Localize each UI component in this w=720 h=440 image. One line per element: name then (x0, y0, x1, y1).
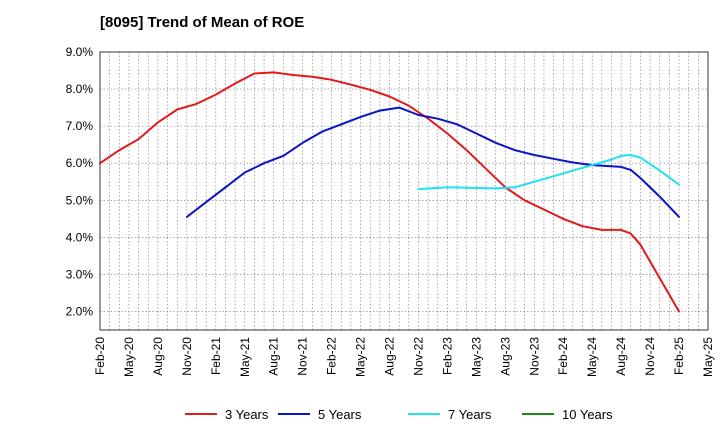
series-line-5-years (185, 106, 680, 218)
legend-label: 7 Years (448, 407, 492, 422)
x-tick-label: Nov-24 (643, 337, 657, 376)
y-tick-label: 5.0% (66, 193, 94, 207)
series-line-7-years (417, 154, 680, 191)
series-layer (99, 71, 680, 313)
plot-area-border (99, 51, 709, 331)
chart-title: [8095] Trend of Mean of ROE (100, 14, 305, 31)
x-tick-label: Feb-22 (325, 337, 339, 375)
legend-label: 3 Years (225, 407, 269, 422)
series-line-3-years (99, 71, 680, 313)
x-tick-label: Feb-23 (440, 337, 454, 375)
y-tick-label: 3.0% (66, 267, 94, 281)
axis-layer: 9.0% 8.0% 7.0% 6.0% 5.0% 4.0% 3.0% 2.0% Feb-20 Ma… (66, 45, 715, 377)
legend-label: 10 Years (562, 407, 613, 422)
x-tick-label: Feb-20 (93, 337, 107, 375)
x-tick-label: Aug-23 (498, 337, 512, 376)
y-tick-label: 2.0% (66, 304, 94, 318)
x-tick-label: Aug-21 (267, 337, 281, 376)
x-tick-label: May-25 (701, 337, 715, 377)
x-tick-label: Nov-21 (296, 337, 310, 376)
x-tick-label: Feb-25 (672, 337, 686, 375)
x-tick-label: Aug-20 (151, 337, 165, 376)
y-tick-label: 6.0% (66, 156, 94, 170)
x-tick-label: May-20 (122, 337, 136, 377)
y-tick-label: 4.0% (66, 230, 94, 244)
x-tick-label: May-23 (469, 337, 483, 377)
x-tick-label: Feb-24 (556, 337, 570, 375)
legend-label: 5 Years (318, 407, 362, 422)
x-tick-label: May-24 (585, 337, 599, 377)
y-tick-label: 8.0% (66, 82, 94, 96)
x-tick-label: Nov-22 (411, 337, 425, 376)
x-tick-label: Aug-24 (614, 337, 628, 376)
y-tick-label: 7.0% (66, 119, 94, 133)
x-tick-label: Nov-20 (180, 337, 194, 376)
x-tick-label: Feb-21 (209, 337, 223, 375)
y-tick-label: 9.0% (66, 45, 94, 59)
legend-layer: 3 Years 5 Years 7 Years 10 Years (185, 407, 613, 422)
x-tick-label: May-22 (354, 337, 368, 377)
x-tick-label: Nov-23 (527, 337, 541, 376)
grid-layer (100, 51, 708, 330)
x-tick-label: Aug-22 (383, 337, 397, 376)
x-tick-label: May-21 (238, 337, 252, 377)
